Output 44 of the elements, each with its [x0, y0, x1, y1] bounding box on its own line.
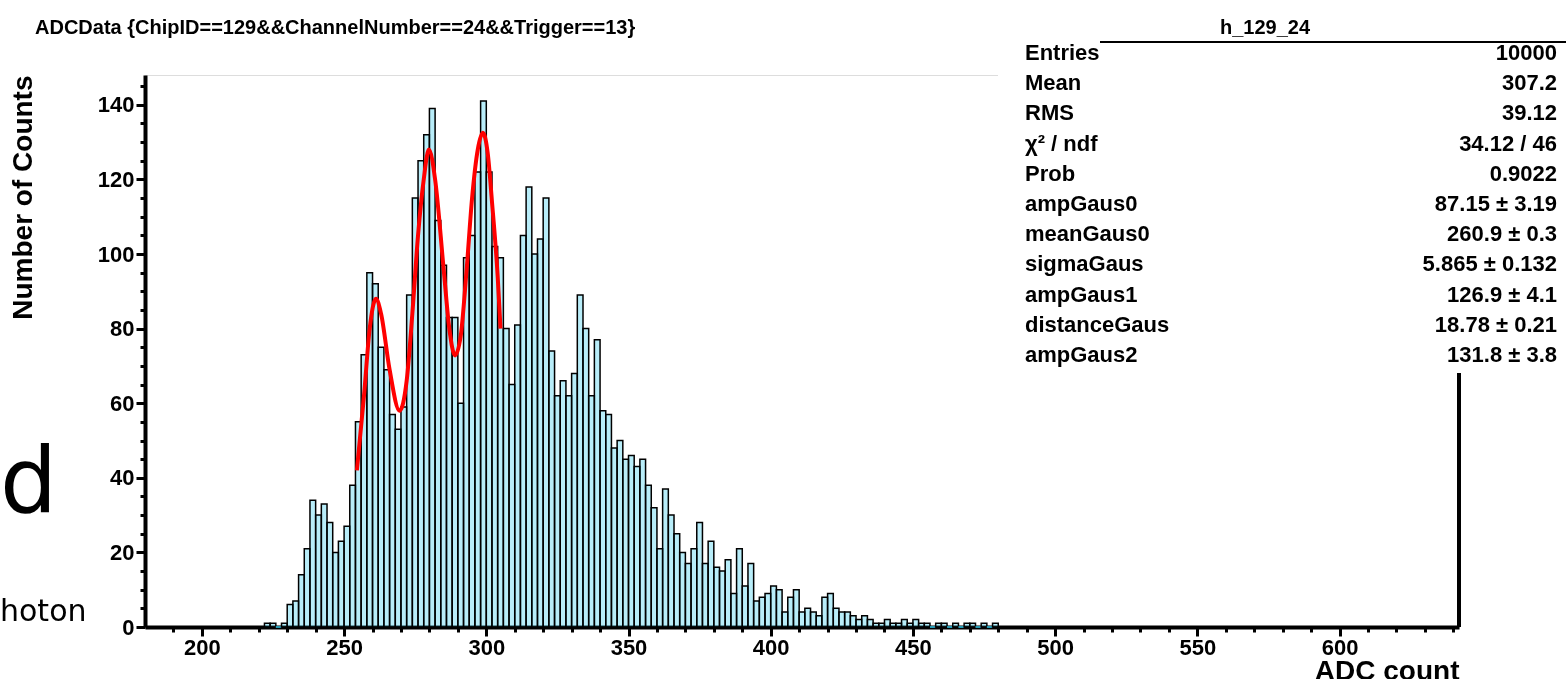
x-tick-label: 350 [610, 634, 648, 660]
annotation: meanGaus0 [1025, 221, 1150, 247]
annotation: χ² / ndf [1025, 130, 1099, 156]
text: Entries [1025, 40, 1100, 65]
annotation: sigmaGaus [1025, 251, 1144, 277]
text: d [0, 428, 58, 533]
text: h_129_24 [1219, 16, 1311, 38]
y-tick-label: 80 [110, 316, 135, 342]
y-tick-label: 60 [110, 390, 135, 416]
text: 0.9022 [1489, 160, 1557, 186]
x-tick-label: 450 [895, 634, 932, 660]
annotation: 260.9 ± 0.3 [1447, 221, 1557, 247]
annotation: ampGaus2 [1025, 342, 1138, 367]
y-tick-label: 0 [122, 614, 135, 640]
x-tick-label: 250 [326, 634, 363, 660]
annotation: distanceGaus [1025, 311, 1170, 337]
y-tick-label: 100 [97, 241, 135, 267]
y-tick-label: 140 [97, 92, 135, 118]
text: 307.2 [1501, 70, 1557, 96]
annotation: 18.78 ± 0.21 [1434, 311, 1557, 337]
annotation: 131.8 ± 3.8 [1447, 342, 1557, 367]
text: hoton [0, 593, 87, 628]
text: 10000 [1495, 40, 1557, 65]
annotation: Prob [1025, 160, 1076, 186]
annotation: 34.12 / 46 [1459, 130, 1557, 156]
annotation: Mean [1025, 70, 1082, 96]
annotation: 5.865 ± 0.132 [1422, 251, 1557, 277]
annotation: 126.9 ± 4.1 [1447, 281, 1557, 307]
text: 39.12 [1501, 100, 1557, 126]
y-tick-label: 40 [110, 465, 135, 491]
x-tick-label: 550 [1179, 634, 1217, 660]
y-axis-title: Number of Counts [6, 75, 38, 320]
x-tick-label: 400 [752, 634, 790, 660]
annotation: 87.15 ± 3.19 [1434, 191, 1557, 216]
y-tick-label: 120 [97, 166, 135, 192]
annotation: ampGaus0 [1025, 191, 1138, 216]
x-tick-label: 200 [184, 634, 221, 660]
y-tick-label: 20 [110, 539, 135, 565]
annotation: RMS [1025, 100, 1074, 126]
x-tick-label: 500 [1037, 634, 1074, 660]
chart-title: ADCData {ChipID==129&&ChannelNumber==24&&Trigger==13} [35, 16, 636, 38]
x-tick-label: 300 [468, 634, 506, 660]
annotation: ampGaus1 [1025, 281, 1138, 307]
line-series [354, 130, 503, 473]
